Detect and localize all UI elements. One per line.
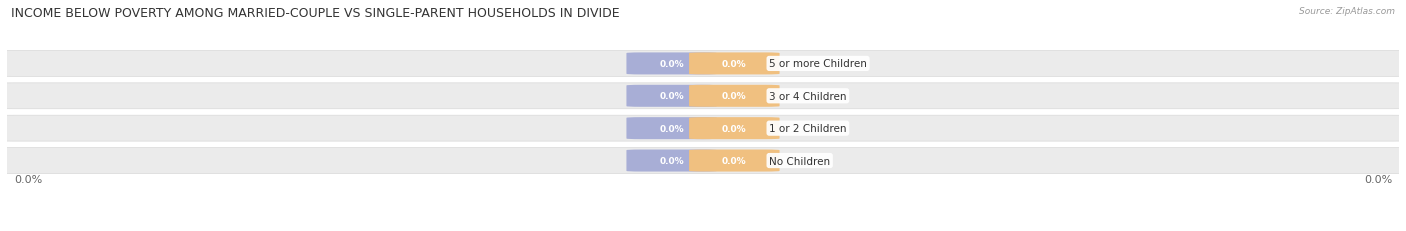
FancyBboxPatch shape (627, 150, 717, 172)
Text: 0.0%: 0.0% (723, 124, 747, 133)
Text: 0.0%: 0.0% (659, 60, 683, 69)
FancyBboxPatch shape (689, 85, 779, 107)
FancyBboxPatch shape (0, 116, 1406, 142)
Text: 0.0%: 0.0% (659, 92, 683, 101)
Text: 5 or more Children: 5 or more Children (769, 59, 868, 69)
Text: INCOME BELOW POVERTY AMONG MARRIED-COUPLE VS SINGLE-PARENT HOUSEHOLDS IN DIVIDE: INCOME BELOW POVERTY AMONG MARRIED-COUPL… (11, 7, 620, 20)
Text: 1 or 2 Children: 1 or 2 Children (769, 124, 846, 134)
FancyBboxPatch shape (689, 118, 779, 140)
Text: 0.0%: 0.0% (659, 156, 683, 165)
FancyBboxPatch shape (627, 85, 717, 107)
Text: 0.0%: 0.0% (723, 156, 747, 165)
Text: 0.0%: 0.0% (14, 175, 42, 185)
Text: 0.0%: 0.0% (659, 124, 683, 133)
Text: 0.0%: 0.0% (723, 60, 747, 69)
Text: Source: ZipAtlas.com: Source: ZipAtlas.com (1299, 7, 1395, 16)
Text: 0.0%: 0.0% (723, 92, 747, 101)
FancyBboxPatch shape (689, 150, 779, 172)
Text: 3 or 4 Children: 3 or 4 Children (769, 91, 846, 101)
Text: No Children: No Children (769, 156, 830, 166)
FancyBboxPatch shape (0, 51, 1406, 77)
Text: 0.0%: 0.0% (1364, 175, 1392, 185)
FancyBboxPatch shape (689, 53, 779, 75)
FancyBboxPatch shape (627, 53, 717, 75)
FancyBboxPatch shape (627, 118, 717, 140)
FancyBboxPatch shape (0, 148, 1406, 174)
FancyBboxPatch shape (0, 83, 1406, 109)
